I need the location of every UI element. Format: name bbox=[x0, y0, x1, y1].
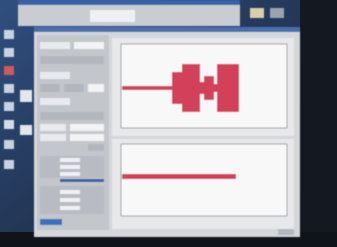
desktop-icon[interactable] bbox=[20, 125, 32, 135]
desktop-icon[interactable] bbox=[4, 102, 14, 111]
button[interactable] bbox=[88, 144, 104, 151]
field[interactable] bbox=[60, 158, 80, 162]
button[interactable] bbox=[40, 56, 104, 64]
bottom-plot bbox=[112, 139, 294, 229]
plot-area bbox=[121, 144, 287, 216]
field[interactable] bbox=[40, 134, 66, 141]
field[interactable] bbox=[60, 198, 80, 202]
field[interactable] bbox=[74, 42, 104, 49]
desktop-icon[interactable] bbox=[4, 160, 14, 169]
signal bbox=[122, 86, 172, 90]
signal bbox=[217, 64, 239, 112]
progress-bar bbox=[60, 179, 104, 182]
field[interactable] bbox=[40, 42, 70, 49]
desktop-icon[interactable] bbox=[4, 84, 14, 93]
desktop-icon[interactable] bbox=[270, 8, 284, 18]
field[interactable] bbox=[60, 172, 80, 176]
page bbox=[0, 0, 337, 247]
field[interactable] bbox=[40, 72, 70, 79]
field[interactable] bbox=[60, 206, 80, 210]
signal bbox=[172, 72, 182, 104]
blurred-content bbox=[4, 0, 300, 237]
button[interactable] bbox=[40, 219, 62, 225]
signal bbox=[214, 84, 217, 92]
app-titlebar bbox=[34, 27, 300, 32]
desktop-icon[interactable] bbox=[250, 8, 264, 18]
background-pane bbox=[90, 10, 135, 22]
button[interactable] bbox=[278, 229, 294, 235]
desktop-icon[interactable] bbox=[4, 140, 14, 149]
field[interactable] bbox=[70, 134, 104, 141]
top-plot bbox=[112, 38, 294, 136]
field[interactable] bbox=[60, 190, 80, 194]
signal bbox=[200, 82, 204, 94]
button[interactable] bbox=[40, 112, 104, 120]
signal bbox=[182, 64, 200, 112]
signal bbox=[122, 174, 236, 179]
field[interactable] bbox=[60, 165, 80, 169]
desktop-icon[interactable] bbox=[4, 48, 14, 57]
desktop-icon[interactable] bbox=[4, 66, 14, 75]
control-panel bbox=[37, 35, 109, 230]
field[interactable] bbox=[88, 84, 104, 92]
dark-border bbox=[300, 0, 337, 247]
desktop-icon[interactable] bbox=[20, 90, 32, 102]
signal bbox=[204, 76, 214, 100]
field[interactable] bbox=[40, 124, 66, 131]
field[interactable] bbox=[70, 124, 104, 131]
screen-photo bbox=[0, 0, 337, 247]
button[interactable] bbox=[64, 84, 84, 92]
desktop-icon[interactable] bbox=[4, 30, 14, 39]
background-titlebar bbox=[18, 0, 240, 5]
button[interactable] bbox=[40, 84, 60, 92]
field[interactable] bbox=[40, 98, 70, 105]
desktop-icon[interactable] bbox=[4, 120, 14, 129]
